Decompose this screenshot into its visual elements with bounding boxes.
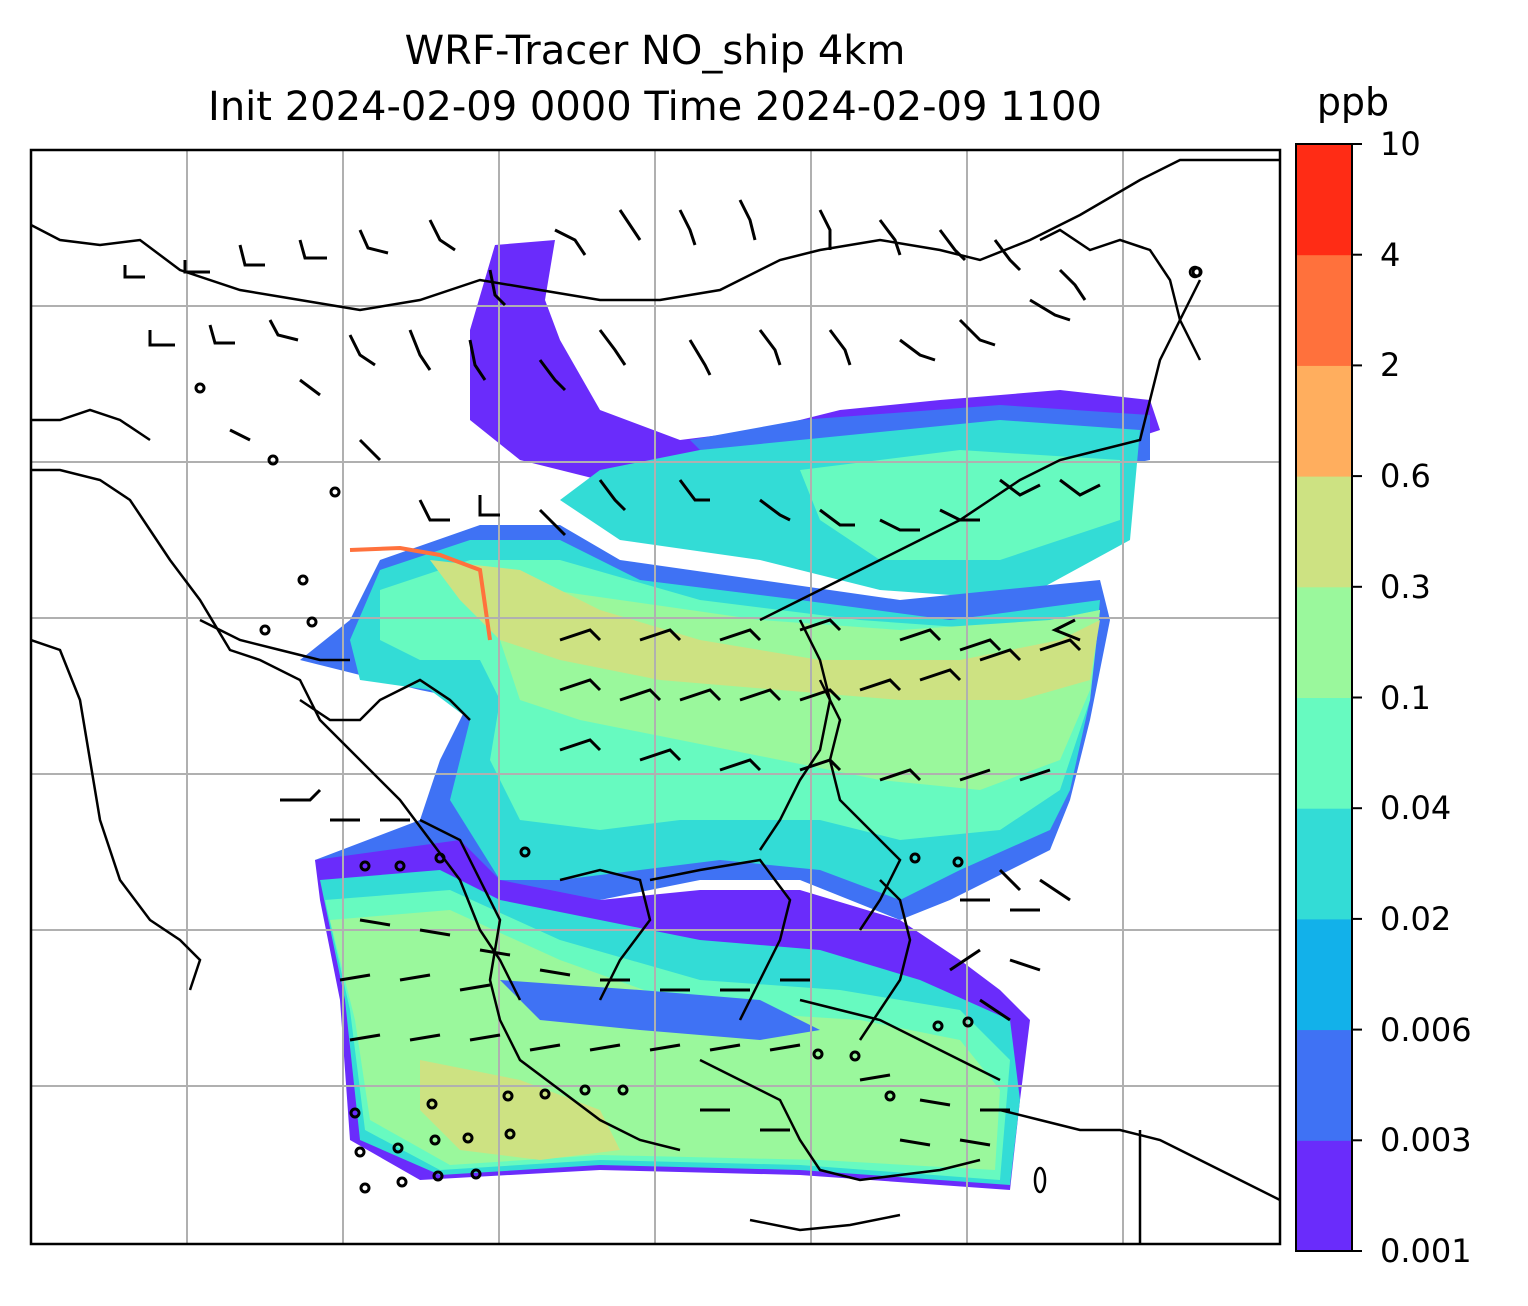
colorbar (1295, 143, 1362, 1252)
colorbar-segments (1296, 144, 1352, 1252)
colorbar-segment-7 (1296, 365, 1352, 477)
colorbar-segment-2 (1296, 918, 1352, 1031)
colorbar-unit-label: ppb (1316, 80, 1390, 124)
field-region-mid-yellow (430, 560, 1100, 700)
colorbar-tick-label: 4 (1380, 235, 1401, 274)
field-region-green-north (800, 450, 1120, 560)
colorbar-tick-label: 0.006 (1380, 1010, 1472, 1049)
calm-wind-markers (194, 266, 1203, 1194)
colorbar-tick-label: 0.001 (1380, 1232, 1472, 1270)
field-region-south-blue-band (500, 980, 820, 1040)
colorbar-tick-label: 0.003 (1380, 1121, 1472, 1160)
map-plot-area (31, 150, 1280, 1244)
colorbar-tick-label: 10 (1380, 125, 1421, 163)
tracer-concentration-field (300, 240, 1160, 1190)
coastlines (31, 158, 1280, 1244)
colorbar-tick-label: 0.02 (1380, 899, 1452, 938)
colorbar-tick-label: 2 (1380, 346, 1401, 385)
colorbar-segment-5 (1296, 586, 1352, 698)
colorbar-tick-label: 0.04 (1380, 789, 1452, 828)
map-frame (29, 148, 1282, 1246)
colorbar-segment-0 (1296, 1140, 1352, 1252)
colorbar-tick-label: 0.3 (1380, 567, 1431, 606)
colorbar-tick-label: 0.6 (1380, 457, 1431, 496)
map-title-line2: Init 2024-02-09 0000 Time 2024-02-09 110… (208, 84, 1102, 130)
colorbar-segment-6 (1296, 476, 1352, 588)
colorbar-ticks (1352, 143, 1362, 1252)
colorbar-segment-9 (1296, 144, 1352, 256)
colorbar-segment-3 (1296, 808, 1352, 920)
field-high-concentration-ridge (349, 545, 492, 641)
map-title-line1: WRF-Tracer NO_ship 4km (404, 28, 906, 74)
colorbar-tick-label: 0.1 (1380, 678, 1431, 717)
wind-barbs (123, 199, 1101, 1147)
colorbar-segment-8 (1296, 254, 1352, 366)
colorbar-segment-4 (1296, 697, 1352, 809)
colorbar-segment-1 (1296, 1029, 1352, 1141)
